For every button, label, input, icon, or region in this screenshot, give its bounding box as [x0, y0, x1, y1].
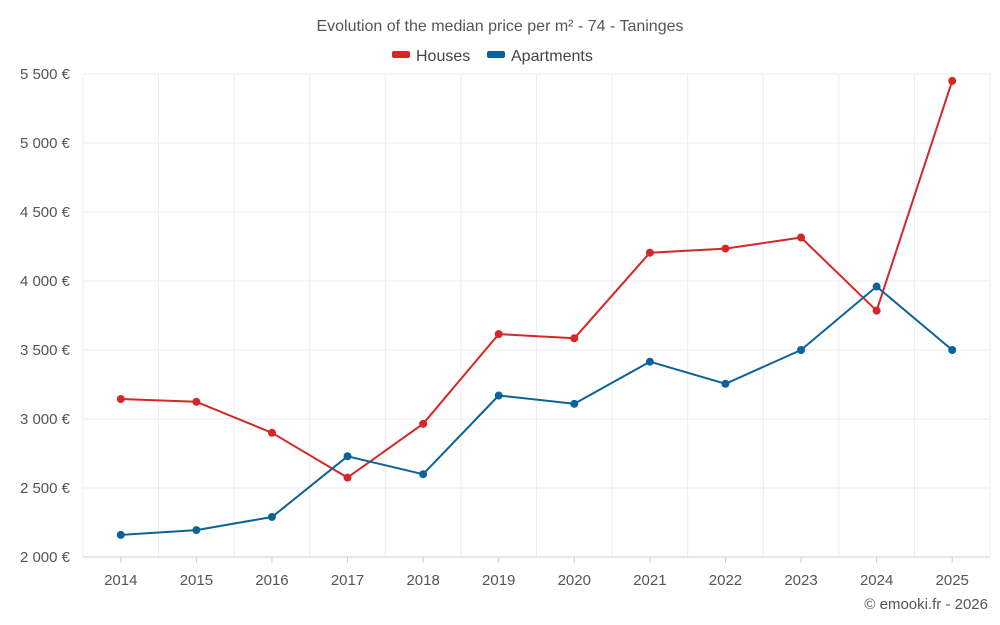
- x-tick-label: 2019: [482, 572, 515, 589]
- data-point-houses[interactable]: [645, 248, 654, 257]
- x-tick-label: 2021: [633, 572, 666, 589]
- x-tick-label: 2023: [784, 572, 817, 589]
- data-point-apartments[interactable]: [570, 399, 579, 408]
- gridlines: [82, 73, 991, 557]
- x-tick-label: 2014: [104, 572, 137, 589]
- legend: Houses Apartments: [392, 48, 593, 65]
- chart-title: Evolution of the median price per m² - 7…: [316, 18, 683, 35]
- data-point-apartments[interactable]: [645, 357, 654, 366]
- credit-text: © emooki.fr - 2026: [864, 596, 988, 613]
- data-point-apartments[interactable]: [494, 391, 503, 400]
- x-tick-label: 2016: [255, 572, 288, 589]
- legend-label-apartments[interactable]: Apartments: [511, 48, 593, 65]
- y-tick-label: 3 500 €: [20, 342, 71, 359]
- y-tick-label: 5 500 €: [20, 66, 71, 83]
- x-tick-label: 2024: [860, 572, 893, 589]
- data-point-houses[interactable]: [192, 397, 201, 406]
- data-point-apartments[interactable]: [872, 282, 881, 291]
- y-tick-label: 4 500 €: [20, 204, 71, 221]
- data-point-houses[interactable]: [116, 394, 125, 403]
- series-line-houses: [120, 80, 954, 479]
- x-tick-label: 2017: [331, 572, 364, 589]
- legend-swatch-apartments[interactable]: [487, 51, 505, 58]
- series-line-apartments: [120, 285, 953, 536]
- data-point-apartments[interactable]: [267, 512, 276, 521]
- data-point-apartments[interactable]: [797, 346, 806, 354]
- axes: 2 000 € 2 500 € 3 000 € 3 500 € 4 000 € 4 500…: [20, 66, 990, 589]
- data-point-houses[interactable]: [721, 244, 730, 253]
- y-tick-label: 2 000 €: [20, 549, 71, 566]
- series: [116, 76, 957, 539]
- data-point-apartments[interactable]: [192, 526, 201, 535]
- data-point-houses[interactable]: [948, 76, 957, 85]
- y-tick-label: 3 000 €: [20, 411, 71, 428]
- y-tick-label: 2 500 €: [20, 480, 71, 497]
- data-point-apartments[interactable]: [116, 530, 125, 539]
- x-tick-label: 2022: [709, 572, 742, 589]
- x-tick-label: 2020: [558, 572, 591, 589]
- y-tick-label: 5 000 €: [20, 135, 71, 152]
- data-point-apartments[interactable]: [948, 346, 957, 354]
- data-point-houses[interactable]: [797, 233, 806, 242]
- data-point-houses[interactable]: [570, 334, 579, 343]
- data-point-apartments[interactable]: [721, 379, 730, 388]
- data-point-houses[interactable]: [343, 473, 352, 482]
- y-tick-label: 4 000 €: [20, 273, 71, 290]
- data-point-houses[interactable]: [494, 330, 503, 339]
- data-point-apartments[interactable]: [419, 470, 428, 479]
- x-tick-label: 2025: [936, 572, 969, 589]
- data-point-houses[interactable]: [872, 306, 881, 315]
- data-point-houses[interactable]: [267, 428, 276, 437]
- x-tick-label: 2015: [180, 572, 213, 589]
- data-point-apartments[interactable]: [343, 452, 352, 461]
- legend-swatch-houses[interactable]: [392, 51, 410, 58]
- legend-label-houses[interactable]: Houses: [416, 48, 470, 65]
- data-point-houses[interactable]: [419, 419, 428, 428]
- x-tick-label: 2018: [406, 572, 439, 589]
